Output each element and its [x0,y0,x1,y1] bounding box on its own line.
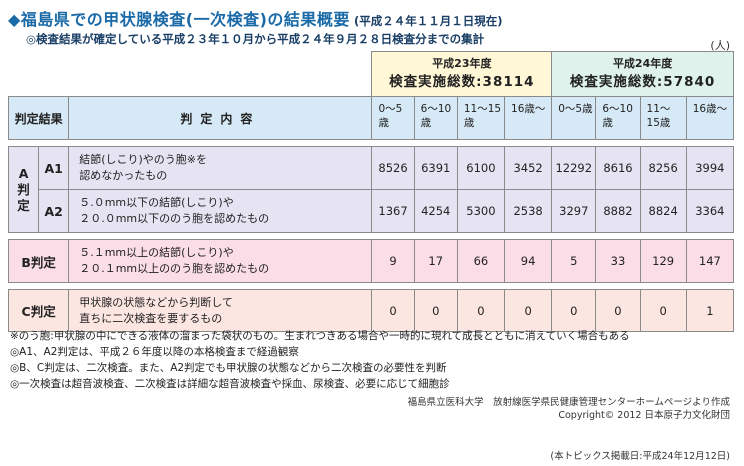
table-cell: 4254 [413,189,458,233]
judgment-header: 判定結果 [7,96,70,140]
table-row-a1: A判定 A1 結節(しこり)やのう胞※を 認めなかったもの 8526 6391 6… [7,146,735,233]
table-cell: 8616 [595,146,641,190]
table-cell: 17 [413,239,458,283]
table-cell: 8824 [639,189,687,233]
page-subtitle: ◎検査結果が確定している平成２３年１０月から平成２４年９月２８日検査分までの集計 [26,32,485,46]
a1-description: 結節(しこり)やのう胞※を 認めなかったもの [68,146,373,190]
title-main: ◆福島県での甲状腺検査(一次検査)の結果概要 [8,10,350,29]
table-cell: 0 [639,289,687,332]
table-cell: 8256 [639,146,687,190]
c-code: C判定 [7,289,70,332]
table-cell: 2538 [504,189,553,233]
column-header-row: 判定結果 判定内容 0～5歳 6～10歳 11～15歳 16歳～ 0～5歳 6～… [7,96,735,140]
note-line: ※のう胞:甲状腺の中にできる液体の溜まった袋状のもの。生まれつきある場合や一時的… [10,330,630,342]
credit-source: 福島県立医科大学 放射線医学県民健康管理センターホームページより作成 [407,397,730,408]
a2-description: ５.０mm以下の結節(しこり)や ２０.０mm以下ののう胞を認めたもの [68,189,373,233]
table-cell: 1 [685,289,735,332]
year-2012-label: 平成24年度 [612,57,673,70]
table-cell: 94 [504,239,553,283]
table-cell: 3452 [504,146,553,190]
table-cell: 12292 [551,146,597,190]
note-line: ◎B、C判定は、二次検査。また、A2判定でも甲状腺の状態などから二次検査の必要性… [10,362,447,374]
year-header-row: 平成23年度 検査実施総数:38114 平成24年度 検査実施総数:57840 [9,51,734,97]
table-cell: 147 [685,239,735,283]
title-date: (平成２４年１１月１日現在) [353,14,503,28]
table-cell: 0 [456,289,506,332]
age-header: 0～5歳 [371,96,415,140]
year-2011-header: 平成23年度 検査実施総数:38114 [371,51,553,97]
age-header: 11～15歳 [639,96,687,140]
table-row-a2: A2 ５.０mm以下の結節(しこり)や ２０.０mm以下ののう胞を認めたもの 13… [8,189,735,233]
table-cell: 5300 [456,189,506,233]
table-cell: 3364 [685,189,735,233]
table-cell: 66 [456,239,506,283]
table-cell: 129 [639,239,687,283]
a1-code: A1 [38,146,70,190]
b-description: ５.１mm以上の結節(しこり)や ２０.１mm以上ののう胞を認めたもの [68,239,373,283]
table-cell: 0 [504,289,553,332]
table-row-b: B判定 ５.１mm以上の結節(しこり)や ２０.１mm以上ののう胞を認めたもの 9… [7,239,735,283]
contents-header: 判定内容 [68,96,373,140]
year-2012-header: 平成24年度 検査実施総数:57840 [551,51,734,97]
credit-copyright: Copyright© 2012 日本原子力文化財団 [558,410,730,421]
table-cell: 8882 [595,189,641,233]
table-cell: 3297 [551,189,597,233]
b-code: B判定 [7,239,70,283]
a-judgment-label: A判定 [7,146,40,233]
table-cell: 8526 [371,146,415,190]
year-2011-label: 平成23年度 [432,57,492,70]
c-description: 甲状腺の状態などから判断して 直ちに二次検査を要するもの [68,289,373,332]
age-header: 16歳～ [685,96,735,140]
table-cell: 1367 [371,189,415,233]
table-cell: 0 [413,289,458,332]
table-cell: 3994 [685,146,735,190]
age-header: 0～5歳 [551,96,597,140]
notes: ※のう胞:甲状腺の中にできる液体の溜まった袋状のもの。生まれつきある場合や一時的… [10,328,630,392]
table-cell: 5 [551,239,597,283]
table-cell: 6391 [413,146,458,190]
table-cell: 6100 [456,146,506,190]
note-line: ◎一次検査は超音波検査、二次検査は詳細な超音波検査や採血、尿検査、必要に応じて細… [10,378,450,390]
table-cell: 0 [551,289,597,332]
publish-date: (本トピックス掲載日:平成24年12月12日) [550,451,730,462]
credit: 福島県立医科大学 放射線医学県民健康管理センターホームページより作成 Copyr… [408,396,730,422]
age-header: 6～10歳 [413,96,458,140]
table-cell: 33 [595,239,641,283]
year-2011-total: 検査実施総数:38114 [389,74,535,90]
note-line: ◎A1、A2判定は、平成２６年度以降の本格検査まで経過観察 [10,346,299,358]
table-cell: 0 [371,289,415,332]
table-row-c: C判定 甲状腺の状態などから判断して 直ちに二次検査を要するもの 0 0 0 0 … [7,289,735,332]
age-header: 11～15歳 [456,96,506,140]
table-cell: 0 [595,289,641,332]
age-header: 6～10歳 [595,96,641,140]
age-header: 16歳～ [504,96,553,140]
table-cell: 9 [371,239,415,283]
results-table: 平成23年度 検査実施総数:38114 平成24年度 検査実施総数:57840 … [7,51,735,332]
a2-code: A2 [38,189,70,233]
year-2012-total: 検査実施総数:57840 [569,74,716,90]
empty-corner [9,52,372,97]
unit-label: (人) [710,39,730,52]
page-title: ◆福島県での甲状腺検査(一次検査)の結果概要 (平成２４年１１月１日現在) [8,6,502,30]
